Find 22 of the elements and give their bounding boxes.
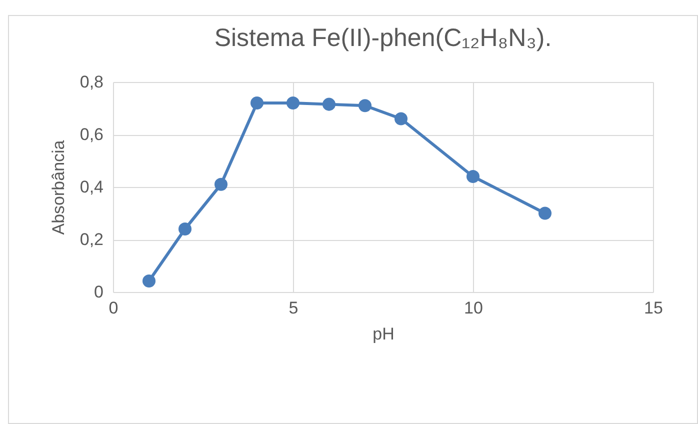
x-tick-label: 0 — [108, 298, 118, 318]
point — [142, 274, 156, 288]
y-axis-title: Absorbância — [48, 140, 68, 235]
point — [322, 98, 336, 111]
point — [394, 112, 408, 126]
y-tick-label: 0,2 — [80, 230, 104, 249]
x-tick-label: 10 — [464, 298, 483, 318]
y-tick-label: 0,6 — [80, 125, 104, 144]
point — [466, 170, 480, 184]
point — [358, 99, 372, 112]
x-tick-label: 5 — [288, 298, 298, 318]
y-tick-label: 0,4 — [80, 178, 104, 196]
point — [250, 96, 264, 110]
point — [286, 96, 300, 110]
chart-title: Sistema Fe(II)-phen(C₁₂H₈N₃). — [214, 24, 552, 52]
point — [214, 178, 228, 191]
y-tick-label: 0,8 — [80, 72, 104, 92]
x-axis-title: pH — [372, 324, 394, 344]
y-tick-label: 0 — [94, 282, 104, 302]
x-tick-label: 15 — [644, 298, 663, 318]
point — [178, 222, 192, 236]
point — [538, 206, 552, 220]
